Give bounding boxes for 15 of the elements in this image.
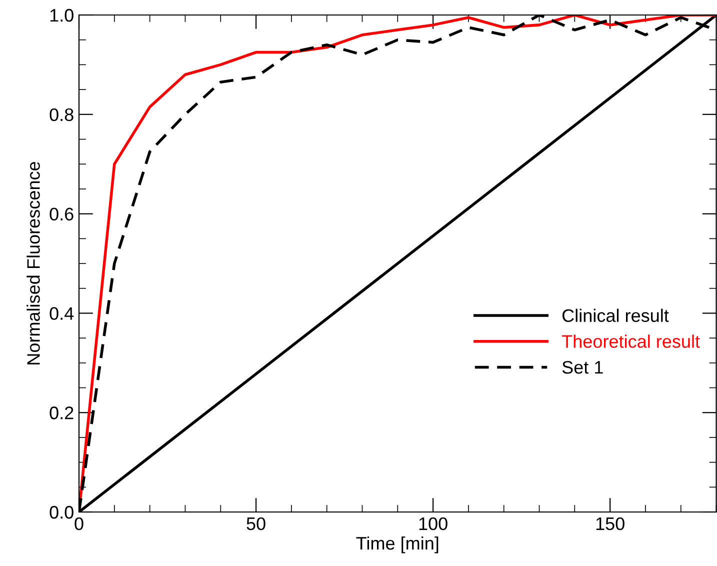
x-axis-title: Time [min] bbox=[356, 536, 438, 554]
x-tick-label: 150 bbox=[596, 517, 624, 530]
y-tick-label: 0.2 bbox=[50, 406, 74, 420]
y-tick-label: 0.8 bbox=[50, 108, 74, 122]
x-tick-label: 0 bbox=[74, 517, 84, 530]
x-tick-label: 100 bbox=[419, 517, 448, 530]
y-tick-label: 0.6 bbox=[50, 208, 74, 221]
legend-label: Clinical result bbox=[562, 308, 669, 322]
y-tick-label: 1.0 bbox=[50, 8, 74, 22]
x-tick-label: 50 bbox=[246, 517, 266, 530]
legend-label: Set 1 bbox=[562, 360, 603, 374]
y-axis-title: Normalised Fluorescence bbox=[26, 162, 40, 364]
y-tick-label: 0.0 bbox=[50, 506, 74, 519]
legend-label: Theoretical result bbox=[562, 334, 700, 348]
y-tick-label: 0.4 bbox=[50, 307, 74, 320]
